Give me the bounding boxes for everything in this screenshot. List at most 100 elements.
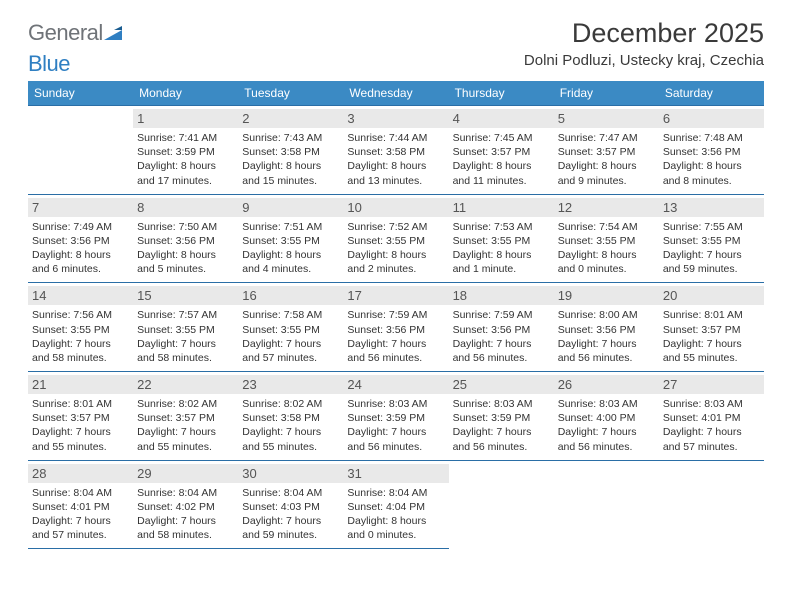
- day-cell: 26Sunrise: 8:03 AMSunset: 4:00 PMDayligh…: [554, 372, 659, 461]
- logo: General Blue: [28, 22, 124, 75]
- day-cell: [554, 460, 659, 549]
- day-number: 14: [28, 286, 133, 305]
- day-cell: 12Sunrise: 7:54 AMSunset: 3:55 PMDayligh…: [554, 194, 659, 283]
- day-number: 15: [133, 286, 238, 305]
- sunrise-text: Sunrise: 8:02 AM: [242, 397, 337, 411]
- day-cell: 10Sunrise: 7:52 AMSunset: 3:55 PMDayligh…: [343, 194, 448, 283]
- day-cell: 23Sunrise: 8:02 AMSunset: 3:58 PMDayligh…: [238, 372, 343, 461]
- day-cell: 9Sunrise: 7:51 AMSunset: 3:55 PMDaylight…: [238, 194, 343, 283]
- daylight-text: Daylight: 8 hours: [453, 248, 548, 262]
- day-cell: 24Sunrise: 8:03 AMSunset: 3:59 PMDayligh…: [343, 372, 448, 461]
- weekday-header: Sunday: [28, 81, 133, 106]
- daylight-text: Daylight: 7 hours: [137, 425, 232, 439]
- sunrise-text: Sunrise: 7:48 AM: [663, 131, 758, 145]
- daylight-text: and 5 minutes.: [137, 262, 232, 276]
- week-row: 28Sunrise: 8:04 AMSunset: 4:01 PMDayligh…: [28, 460, 764, 549]
- sunrise-text: Sunrise: 7:54 AM: [558, 220, 653, 234]
- daylight-text: and 13 minutes.: [347, 174, 442, 188]
- day-number: 25: [449, 375, 554, 394]
- day-number: 31: [343, 464, 448, 483]
- day-cell: 11Sunrise: 7:53 AMSunset: 3:55 PMDayligh…: [449, 194, 554, 283]
- sunrise-text: Sunrise: 7:52 AM: [347, 220, 442, 234]
- sunset-text: Sunset: 3:56 PM: [663, 145, 758, 159]
- day-cell: 7Sunrise: 7:49 AMSunset: 3:56 PMDaylight…: [28, 194, 133, 283]
- daylight-text: and 4 minutes.: [242, 262, 337, 276]
- sunset-text: Sunset: 4:04 PM: [347, 500, 442, 514]
- week-row: 1Sunrise: 7:41 AMSunset: 3:59 PMDaylight…: [28, 106, 764, 195]
- sunrise-text: Sunrise: 8:01 AM: [663, 308, 758, 322]
- day-number: 24: [343, 375, 448, 394]
- day-cell: [659, 460, 764, 549]
- day-number: 11: [449, 198, 554, 217]
- day-cell: 16Sunrise: 7:58 AMSunset: 3:55 PMDayligh…: [238, 283, 343, 372]
- weekday-header: Wednesday: [343, 81, 448, 106]
- sunrise-text: Sunrise: 8:04 AM: [347, 486, 442, 500]
- day-number: 20: [659, 286, 764, 305]
- calendar-table: Sunday Monday Tuesday Wednesday Thursday…: [28, 81, 764, 549]
- day-number: 7: [28, 198, 133, 217]
- sunrise-text: Sunrise: 8:03 AM: [663, 397, 758, 411]
- daylight-text: and 57 minutes.: [32, 528, 127, 542]
- daylight-text: Daylight: 7 hours: [242, 337, 337, 351]
- daylight-text: and 57 minutes.: [242, 351, 337, 365]
- sunrise-text: Sunrise: 8:04 AM: [137, 486, 232, 500]
- daylight-text: and 57 minutes.: [663, 440, 758, 454]
- day-number: 21: [28, 375, 133, 394]
- sunset-text: Sunset: 3:57 PM: [558, 145, 653, 159]
- sunrise-text: Sunrise: 8:03 AM: [558, 397, 653, 411]
- day-cell: 21Sunrise: 8:01 AMSunset: 3:57 PMDayligh…: [28, 372, 133, 461]
- daylight-text: and 55 minutes.: [32, 440, 127, 454]
- sunset-text: Sunset: 3:59 PM: [453, 411, 548, 425]
- sunset-text: Sunset: 3:56 PM: [32, 234, 127, 248]
- day-cell: 17Sunrise: 7:59 AMSunset: 3:56 PMDayligh…: [343, 283, 448, 372]
- daylight-text: Daylight: 7 hours: [558, 337, 653, 351]
- daylight-text: Daylight: 7 hours: [137, 514, 232, 528]
- sunset-text: Sunset: 3:55 PM: [663, 234, 758, 248]
- daylight-text: Daylight: 8 hours: [558, 159, 653, 173]
- day-cell: 30Sunrise: 8:04 AMSunset: 4:03 PMDayligh…: [238, 460, 343, 549]
- sunrise-text: Sunrise: 7:56 AM: [32, 308, 127, 322]
- daylight-text: Daylight: 8 hours: [558, 248, 653, 262]
- day-number: 26: [554, 375, 659, 394]
- sunrise-text: Sunrise: 7:45 AM: [453, 131, 548, 145]
- daylight-text: Daylight: 7 hours: [347, 337, 442, 351]
- daylight-text: and 55 minutes.: [137, 440, 232, 454]
- day-number: 13: [659, 198, 764, 217]
- daylight-text: Daylight: 8 hours: [347, 248, 442, 262]
- day-number: 8: [133, 198, 238, 217]
- sunrise-text: Sunrise: 7:50 AM: [137, 220, 232, 234]
- logo-blue-text: Blue: [28, 51, 70, 76]
- weekday-header-row: Sunday Monday Tuesday Wednesday Thursday…: [28, 81, 764, 106]
- weekday-header: Thursday: [449, 81, 554, 106]
- sunrise-text: Sunrise: 8:02 AM: [137, 397, 232, 411]
- sunset-text: Sunset: 3:56 PM: [347, 323, 442, 337]
- week-row: 14Sunrise: 7:56 AMSunset: 3:55 PMDayligh…: [28, 283, 764, 372]
- logo-gray-text: General: [28, 20, 103, 45]
- day-cell: 6Sunrise: 7:48 AMSunset: 3:56 PMDaylight…: [659, 106, 764, 195]
- daylight-text: Daylight: 8 hours: [242, 159, 337, 173]
- daylight-text: and 55 minutes.: [242, 440, 337, 454]
- sunset-text: Sunset: 4:02 PM: [137, 500, 232, 514]
- sunrise-text: Sunrise: 7:41 AM: [137, 131, 232, 145]
- day-cell: 25Sunrise: 8:03 AMSunset: 3:59 PMDayligh…: [449, 372, 554, 461]
- sunset-text: Sunset: 4:01 PM: [32, 500, 127, 514]
- daylight-text: Daylight: 7 hours: [663, 337, 758, 351]
- day-cell: [449, 460, 554, 549]
- month-title: December 2025: [524, 18, 764, 49]
- sunset-text: Sunset: 3:55 PM: [347, 234, 442, 248]
- day-cell: 15Sunrise: 7:57 AMSunset: 3:55 PMDayligh…: [133, 283, 238, 372]
- sunrise-text: Sunrise: 7:59 AM: [453, 308, 548, 322]
- sunrise-text: Sunrise: 7:49 AM: [32, 220, 127, 234]
- daylight-text: and 55 minutes.: [663, 351, 758, 365]
- daylight-text: and 1 minute.: [453, 262, 548, 276]
- daylight-text: Daylight: 7 hours: [347, 425, 442, 439]
- sunset-text: Sunset: 3:59 PM: [347, 411, 442, 425]
- sunset-text: Sunset: 3:57 PM: [663, 323, 758, 337]
- day-cell: 18Sunrise: 7:59 AMSunset: 3:56 PMDayligh…: [449, 283, 554, 372]
- daylight-text: Daylight: 7 hours: [663, 248, 758, 262]
- daylight-text: Daylight: 7 hours: [558, 425, 653, 439]
- day-number: 9: [238, 198, 343, 217]
- sunset-text: Sunset: 3:55 PM: [453, 234, 548, 248]
- week-row: 21Sunrise: 8:01 AMSunset: 3:57 PMDayligh…: [28, 372, 764, 461]
- day-number: 6: [659, 109, 764, 128]
